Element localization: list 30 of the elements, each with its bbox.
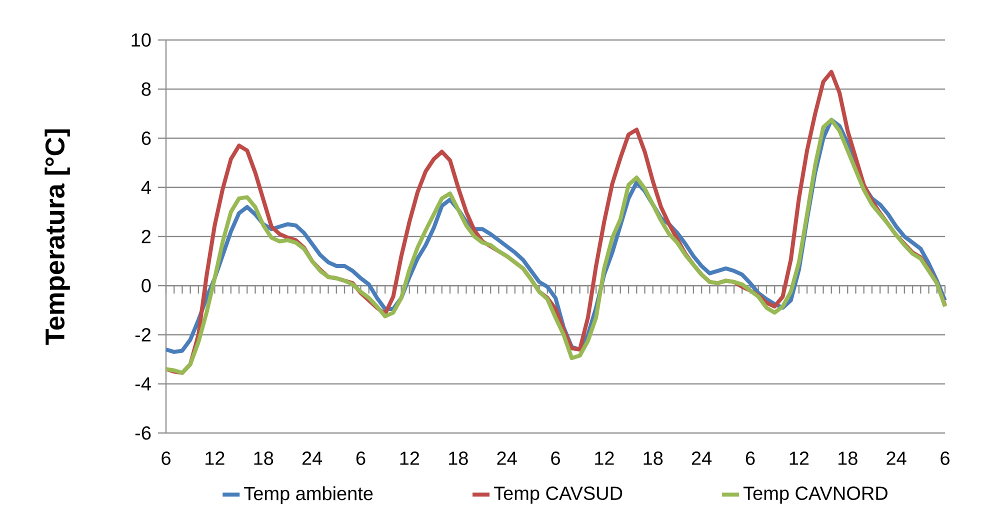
x-tick-label: 24 xyxy=(302,452,322,465)
x-tick-label: 24 xyxy=(886,452,906,465)
x-tick-label: 12 xyxy=(595,452,614,465)
legend-label: Temp ambiente xyxy=(244,486,373,504)
y-axis-title: Temperatura [°C] xyxy=(44,129,70,345)
x-tick-label: 18 xyxy=(449,452,468,465)
x-tick-label: 6 xyxy=(940,452,950,465)
y-tick-label: 2 xyxy=(142,230,151,244)
x-tick-label: 18 xyxy=(838,452,858,465)
y-tick-label: 10 xyxy=(132,33,151,47)
x-tick-label: 24 xyxy=(692,452,712,465)
y-tick-label: 8 xyxy=(142,82,151,96)
legend-label: Temp CAVNORD xyxy=(743,486,888,504)
x-tick-label: 18 xyxy=(254,452,274,465)
x-tick-label: 6 xyxy=(551,452,560,465)
y-tick-label: -4 xyxy=(135,377,151,390)
x-tick-label: 12 xyxy=(790,452,809,465)
x-tick-label: 18 xyxy=(644,452,663,465)
x-tick-label: 6 xyxy=(746,452,755,465)
y-tick-label: -2 xyxy=(135,328,151,342)
x-tick-label: 6 xyxy=(162,452,170,465)
y-tick-label: 6 xyxy=(142,132,151,145)
y-tick-label: -6 xyxy=(135,426,151,440)
x-tick-label: 24 xyxy=(497,452,517,465)
x-tick-label: 12 xyxy=(206,452,224,465)
x-tick-label: 6 xyxy=(356,452,366,465)
x-tick-label: 12 xyxy=(400,452,420,465)
y-tick-label: 0 xyxy=(142,278,151,292)
y-tick-label: 4 xyxy=(141,180,151,194)
legend-label: Temp CAVSUD xyxy=(494,486,622,504)
